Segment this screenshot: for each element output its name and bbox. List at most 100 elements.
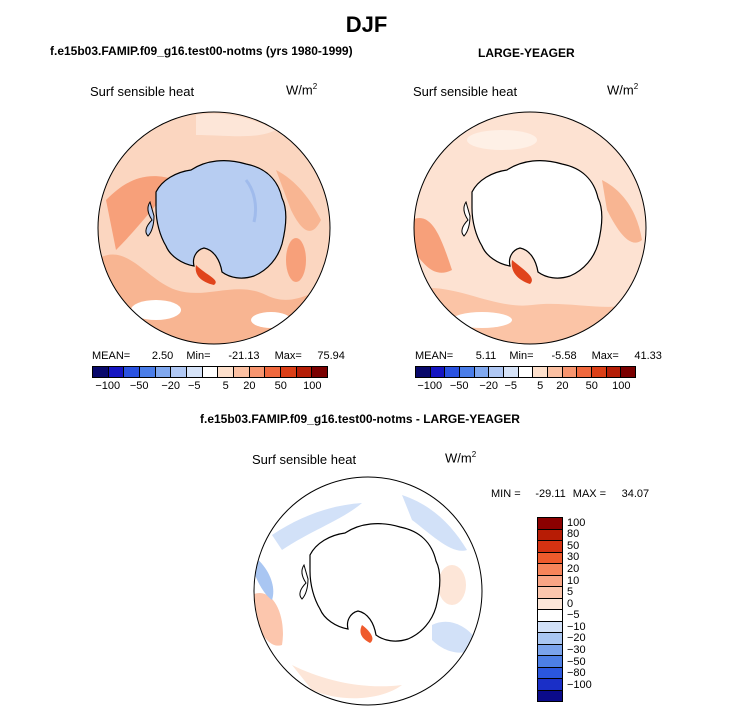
variable-label-model: Surf sensible heat — [90, 84, 195, 99]
colorbar-swatch — [621, 367, 636, 377]
colorbar-tick-label: 50 — [567, 539, 580, 552]
colorbar-swatch — [445, 367, 461, 377]
min-value-model: -21.13 — [228, 350, 260, 362]
colorbar-tick-label: 50 — [274, 380, 287, 392]
colorbar-swatch — [548, 367, 563, 377]
colorbar-obs — [415, 366, 636, 378]
colorbar-swatch — [171, 367, 188, 377]
mean-value-obs: 5.11 — [475, 350, 497, 362]
colorbar-swatch — [518, 367, 534, 377]
colorbar-tick-label: 100 — [612, 380, 631, 392]
max-value-diff: 34.07 — [621, 488, 650, 500]
max-value-obs: 41.33 — [634, 350, 662, 362]
mean-value-model: 2.50 — [151, 350, 174, 362]
colorbar-swatch — [93, 367, 109, 377]
colorbar-swatch — [538, 644, 562, 656]
max-label-model: Max= — [274, 350, 302, 362]
panel-title-diff: f.e15b03.FAMIP.f09_g16.test00-notms - LA… — [200, 412, 520, 426]
colorbar-tick-label: 20 — [567, 563, 580, 576]
polar-map-obs — [413, 111, 647, 345]
colorbar-swatch — [538, 552, 562, 564]
colorbar-tick-label: −30 — [567, 643, 586, 656]
colorbar-tick-label: −50 — [567, 655, 586, 668]
colorbar-swatch — [538, 598, 562, 610]
colorbar-swatch — [538, 679, 562, 691]
colorbar-tick-label: −50 — [129, 380, 149, 392]
colorbar-swatch — [124, 367, 141, 377]
mean-label-model: MEAN= — [92, 350, 131, 362]
colorbar-swatch — [430, 367, 446, 377]
colorbar-swatch — [538, 610, 562, 622]
colorbar-swatch — [155, 367, 172, 377]
colorbar-ticks-model: −100 −50 −20 −5 5 20 50 100 — [92, 380, 328, 394]
colorbar-swatch — [140, 367, 156, 377]
colorbar-tick-label: −20 — [479, 380, 498, 392]
variable-label-diff: Surf sensible heat — [252, 452, 357, 467]
max-value-model: 75.94 — [317, 350, 345, 362]
colorbar-swatch — [538, 575, 562, 587]
max-label-obs: Max= — [591, 350, 619, 362]
colorbar-tick-label: −10 — [567, 620, 586, 633]
colorbar-swatch — [249, 367, 266, 377]
colorbar-swatch — [538, 690, 562, 701]
colorbar-swatch — [312, 367, 328, 377]
stats-model: MEAN= 2.50 Min= -21.13 Max= 75.94 — [92, 350, 345, 362]
colorbar-swatch — [538, 667, 562, 679]
colorbar-swatch — [234, 367, 250, 377]
units-label-model: W/m2 — [286, 82, 318, 98]
colorbar-tick-label: 50 — [585, 380, 598, 392]
colorbar-tick-label: −80 — [567, 667, 586, 680]
colorbar-tick-label: 100 — [303, 380, 322, 392]
colorbar-ticks-obs: −100 −50 −20 −5 5 20 50 100 — [415, 380, 636, 394]
colorbar-swatch — [538, 564, 562, 576]
colorbar-swatch — [218, 367, 235, 377]
colorbar-tick-label: −5 — [504, 380, 518, 392]
colorbar-swatch — [187, 367, 203, 377]
colorbar-swatch — [474, 367, 490, 377]
mean-label-obs: MEAN= — [415, 350, 454, 362]
colorbar-tick-label: −100 — [567, 678, 592, 691]
colorbar-swatch — [538, 656, 562, 668]
colorbar-tick-label: 0 — [567, 597, 574, 610]
colorbar-swatch — [265, 367, 282, 377]
colorbar-model — [92, 366, 328, 378]
colorbar-tick-label: 30 — [567, 551, 580, 564]
max-label-diff: MAX = — [572, 488, 607, 500]
colorbar-tick-label: 20 — [243, 380, 256, 392]
min-value-obs: -5.58 — [551, 350, 577, 362]
colorbar-swatch — [577, 367, 593, 377]
colorbar-swatch — [533, 367, 549, 377]
polar-map-model — [97, 111, 331, 345]
units-label-obs: W/m2 — [607, 82, 639, 98]
stats-diff: MIN = -29.11 MAX = 34.07 — [491, 488, 649, 500]
colorbar-swatch — [538, 633, 562, 645]
colorbar-tick-label: 20 — [556, 380, 569, 392]
units-label-diff: W/m2 — [445, 450, 477, 466]
colorbar-tick-label: −5 — [187, 380, 201, 392]
colorbar-tick-label: −20 — [567, 632, 586, 645]
panel-title-model: f.e15b03.FAMIP.f09_g16.test00-notms (yrs… — [50, 44, 353, 58]
colorbar-tick-label: 5 — [222, 380, 229, 392]
colorbar-swatch — [281, 367, 297, 377]
variable-label-obs: Surf sensible heat — [413, 84, 518, 99]
colorbar-swatch — [538, 529, 562, 541]
colorbar-tick-label: 5 — [537, 380, 544, 392]
min-label-diff: MIN = — [491, 488, 521, 500]
colorbar-swatch — [460, 367, 475, 377]
colorbar-tick-label: −100 — [95, 380, 121, 392]
min-label-obs: Min= — [509, 350, 534, 362]
colorbar-tick-label: 5 — [567, 586, 574, 599]
colorbar-swatch — [202, 367, 219, 377]
stats-obs: MEAN= 5.11 Min= -5.58 Max= 41.33 — [415, 350, 662, 362]
colorbar-tick-label: 10 — [567, 574, 580, 587]
colorbar-tick-label: −50 — [449, 380, 469, 392]
colorbar-tick-label: 100 — [567, 516, 586, 529]
min-label-model: Min= — [186, 350, 211, 362]
colorbar-tick-label: −20 — [161, 380, 180, 392]
polar-map-diff — [253, 476, 483, 706]
colorbar-tick-label: −5 — [567, 609, 580, 622]
colorbar-swatch — [538, 518, 562, 530]
colorbar-swatch — [606, 367, 622, 377]
colorbar-swatch — [538, 587, 562, 599]
colorbar-swatch — [562, 367, 578, 377]
